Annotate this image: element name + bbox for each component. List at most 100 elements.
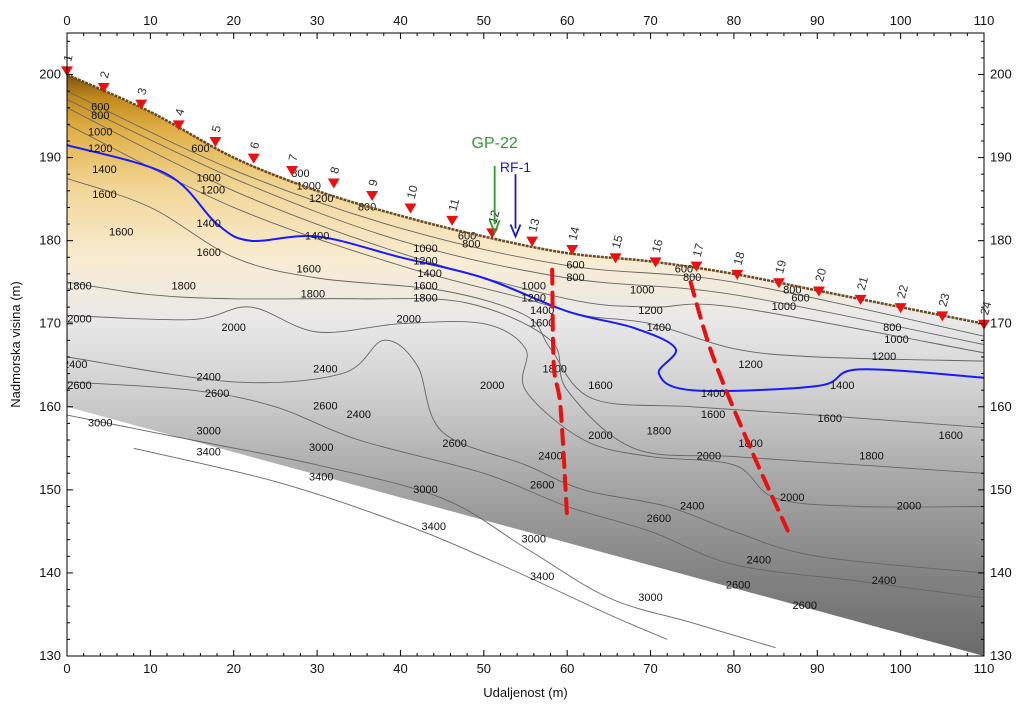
- geophone-marker: [609, 253, 622, 264]
- contour-label: 800: [91, 110, 109, 122]
- marker-label: GP-22: [472, 135, 518, 152]
- x-tick-label-top: 30: [310, 13, 324, 28]
- contour-label: 600: [791, 293, 809, 305]
- y-tick-label-right: 130: [990, 648, 1012, 663]
- contour-label: 1600: [530, 318, 554, 330]
- y-axis-title: Nadmorska visina (m): [8, 281, 23, 407]
- plot-frame: [66, 32, 985, 657]
- contour-label: 1200: [201, 185, 225, 197]
- x-tick-label: 70: [643, 661, 657, 676]
- fault-line: [550, 267, 570, 521]
- geophone-marker: [649, 257, 662, 268]
- contour-label: 1600: [297, 264, 321, 276]
- contour-label: 1600: [413, 280, 437, 292]
- contour-label: 1400: [830, 380, 854, 392]
- geophone-label: 7: [285, 152, 300, 162]
- geophone-label: 23: [936, 291, 953, 308]
- fault-lines: [550, 267, 791, 534]
- contour-line-2600: [67, 381, 984, 599]
- geophone-label: 10: [404, 183, 421, 200]
- contour-label: 600: [566, 260, 584, 272]
- contour-label: 800: [462, 239, 480, 251]
- contour-label: 1000: [884, 334, 908, 346]
- contour-label: 2400: [347, 409, 371, 421]
- marker-arrow-head: [488, 220, 501, 235]
- geophone-marker: [936, 311, 949, 322]
- x-tick-label-top: 20: [226, 13, 240, 28]
- contour-label: 1600: [818, 413, 842, 425]
- contour-label: 1000: [772, 301, 796, 313]
- geophone-marker: [135, 99, 148, 110]
- contour-label: 1000: [413, 243, 437, 255]
- contour-label: 2400: [196, 372, 220, 384]
- x-tick-label-top: 70: [643, 13, 657, 28]
- contour-label: 1400: [701, 388, 725, 400]
- contour-label: 1200: [522, 293, 546, 305]
- x-tick-label: 0: [63, 661, 70, 676]
- geophone-marker: [446, 215, 459, 226]
- contour-label: 2000: [221, 322, 245, 334]
- contour-label: 3000: [88, 417, 112, 429]
- geophone-marker: [526, 236, 539, 247]
- contour-label: 3400: [309, 471, 333, 483]
- contour-label: 2400: [872, 575, 896, 587]
- geophones: 123456789101112131415161718192021222324: [60, 53, 994, 330]
- contour-label: 1200: [738, 359, 762, 371]
- contour-label: 1600: [196, 247, 220, 259]
- contour-label: 1200: [872, 351, 896, 363]
- geophone-marker: [894, 303, 907, 314]
- contour-label: 600: [191, 143, 209, 155]
- geophone-marker: [566, 244, 579, 255]
- contour-labels: 6008001000120014001600160018002000240026…: [67, 102, 963, 612]
- y-tick-label-right: 200: [990, 67, 1012, 82]
- geophone-label: 19: [772, 258, 789, 275]
- x-tick-label: 50: [477, 661, 491, 676]
- contour-label: 1600: [588, 380, 612, 392]
- contour-label: 800: [566, 272, 584, 284]
- contour-label: 3000: [309, 442, 333, 454]
- contour-label: 3000: [413, 484, 437, 496]
- geophone-marker: [327, 178, 340, 189]
- contour-label: 2000: [697, 451, 721, 463]
- geophone-label: 21: [854, 275, 871, 292]
- borehole-markers: GP-22 RF-1: [472, 135, 531, 239]
- x-tick-label: 10: [143, 661, 157, 676]
- contour-label: 3400: [422, 521, 446, 533]
- y-tick-label-right: 160: [990, 399, 1012, 414]
- x-tick-label: 80: [727, 661, 741, 676]
- contour-label: 2600: [442, 438, 466, 450]
- x-tick-label: 30: [310, 661, 324, 676]
- contour-line-highlight-1400: [67, 144, 984, 392]
- y-tick-label: 150: [39, 482, 61, 497]
- y-tick-label: 170: [39, 316, 61, 331]
- contour-line-1800: [67, 281, 984, 474]
- x-tick-label: 20: [226, 661, 240, 676]
- x-tick-label-top: 40: [393, 13, 407, 28]
- contour-label: 2600: [530, 480, 554, 492]
- geophone-label: 17: [690, 242, 707, 259]
- geophone-label: 24: [977, 300, 994, 317]
- x-tick-label-top: 110: [974, 13, 995, 28]
- contour-lines: [67, 90, 984, 649]
- contour-label: 1000: [630, 284, 654, 296]
- geophone-marker: [690, 261, 703, 272]
- contour-label: 1600: [938, 430, 962, 442]
- geophone-label: 16: [649, 237, 666, 254]
- contour-label: 2000: [897, 500, 921, 512]
- geophone-label: 2: [97, 69, 112, 79]
- marker-arrow-head: [509, 224, 522, 239]
- contour-label: 3400: [196, 446, 220, 458]
- x-tick-label-top: 60: [560, 13, 574, 28]
- x-tick-label-top: 90: [810, 13, 824, 28]
- marker-label: RF-1: [500, 159, 531, 175]
- contour-label: 1800: [301, 289, 325, 301]
- y-tick-label-right: 190: [990, 150, 1012, 165]
- contour-label: 2600: [793, 600, 817, 612]
- geophone-label: 18: [731, 250, 748, 267]
- contour-label: 1400: [530, 305, 554, 317]
- contour-line-800: [67, 99, 984, 345]
- geophone-label: 11: [446, 197, 463, 213]
- contour-label: 2000: [588, 430, 612, 442]
- geophone-label: 3: [135, 86, 150, 96]
